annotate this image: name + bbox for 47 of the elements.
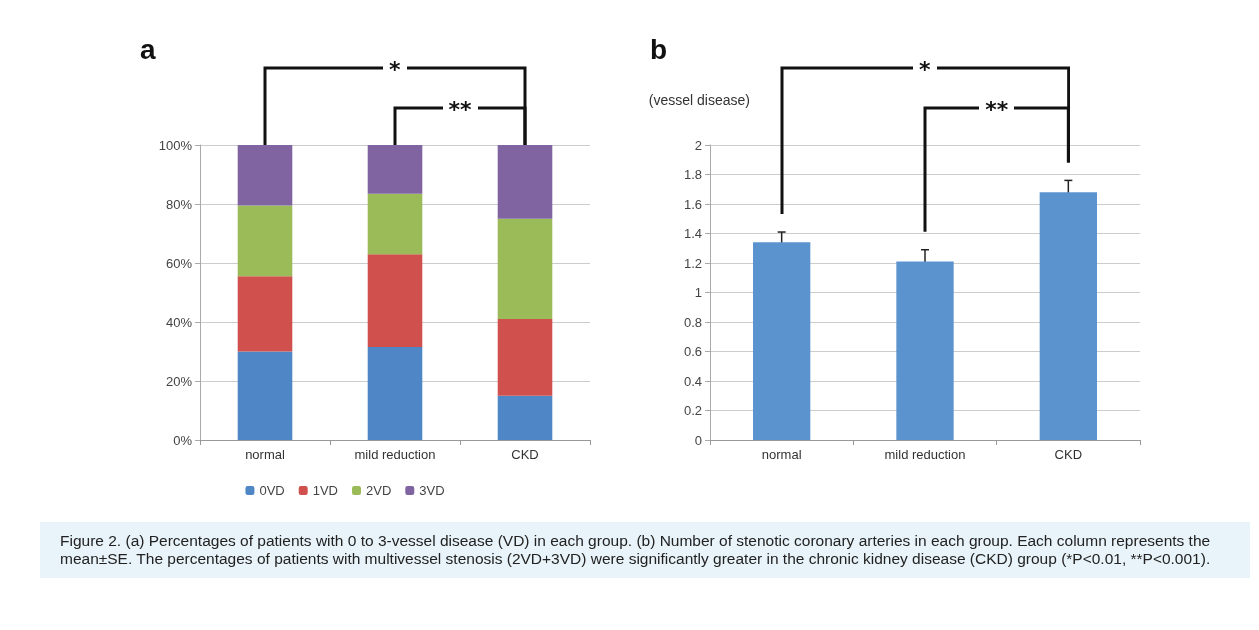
y-tick-label: 0.2 bbox=[683, 403, 702, 418]
bar bbox=[237, 145, 293, 206]
y-tick-label: 0.6 bbox=[683, 344, 702, 359]
bar bbox=[367, 193, 423, 255]
x-tick-label: mild reduction bbox=[354, 447, 436, 462]
bar bbox=[237, 205, 293, 277]
bar bbox=[367, 254, 423, 348]
y-tick-label: 0 bbox=[694, 432, 702, 448]
bar bbox=[367, 347, 423, 440]
y-tick-label: 20% bbox=[165, 373, 193, 389]
bar bbox=[497, 319, 553, 396]
x-tick-label: CKD bbox=[511, 447, 539, 462]
y-tick-label: 1 bbox=[694, 285, 702, 300]
text: ** bbox=[979, 97, 1015, 122]
y-tick-label: 1.2 bbox=[683, 255, 702, 271]
bar bbox=[237, 276, 293, 352]
y-tick-label: 0.4 bbox=[683, 373, 702, 389]
legend-label: 2VD bbox=[366, 483, 392, 498]
y-tick-label: 80% bbox=[165, 196, 193, 212]
x-tick-label: normal bbox=[245, 447, 285, 462]
y-tick-label: 40% bbox=[165, 314, 193, 330]
bar bbox=[497, 395, 553, 440]
x-tick-label: normal bbox=[761, 447, 802, 462]
text: * bbox=[913, 57, 937, 82]
y-tick-label: 0.8 bbox=[683, 314, 702, 330]
x-tick-label: mild reduction bbox=[884, 447, 966, 462]
legend-label: 0VD bbox=[259, 483, 285, 498]
y-tick-label: 2 bbox=[694, 137, 702, 153]
y-tick-label: 1.8 bbox=[683, 167, 702, 182]
x-tick-label: CKD bbox=[1054, 447, 1083, 462]
legend-label: 1VD bbox=[312, 483, 339, 498]
y-tick-label: 100% bbox=[158, 137, 193, 153]
y-axis-title: (vessel disease) bbox=[648, 92, 750, 108]
bar bbox=[497, 218, 553, 320]
y-tick-label: 60% bbox=[165, 255, 193, 271]
chart-title: b bbox=[650, 33, 668, 65]
caption: Figure 2. (a) Percentages of patients with 0 to 3-vessel disease (VD) in each group. (b) Number of stenotic coronary arteries in each group. Each column represents the mean±SE. The percentages of patients with multivessel stenosis (2VD+3VD) were significantly greater in the chronic kidney disease (CKD) group (*P<0.01, **P<0.001). bbox=[40, 522, 1250, 578]
bar bbox=[753, 242, 811, 440]
y-tick-label: 1.4 bbox=[683, 226, 702, 241]
chart-title: a bbox=[140, 33, 156, 65]
text: * bbox=[383, 57, 407, 82]
y-tick-label: 1.6 bbox=[683, 196, 702, 212]
legend-label: 3VD bbox=[419, 483, 445, 498]
bar bbox=[237, 351, 293, 440]
text: ** bbox=[442, 97, 478, 122]
bar bbox=[896, 261, 954, 440]
y-tick-label: 0% bbox=[173, 432, 193, 448]
